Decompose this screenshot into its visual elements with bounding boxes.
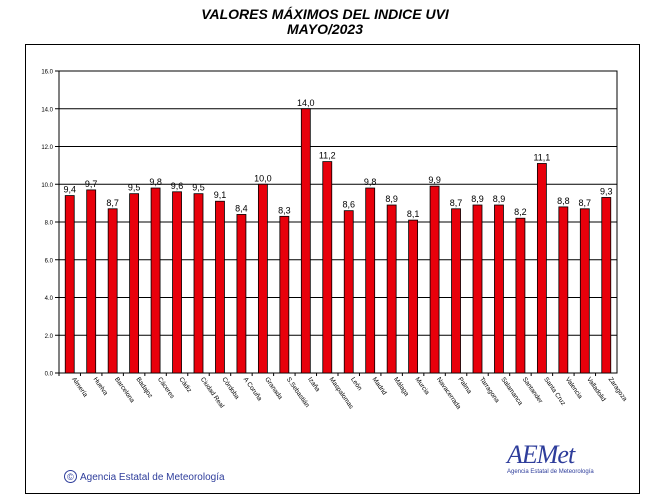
aemet-logo: AEMet Agencia Estatal de Meteorología [505,440,594,480]
y-tick-label: 16.0 [41,70,53,76]
bar [107,208,118,374]
bar [408,219,419,374]
data-label: 8,7 [106,198,119,208]
copyright-icon: © [64,470,77,483]
bar [515,217,526,374]
data-label: 9,1 [214,190,227,200]
bar [172,191,182,374]
bar [193,193,204,374]
bar [129,193,140,374]
bar [494,204,504,374]
data-label: 9,7 [85,179,98,189]
x-tick-label: Palma [456,376,473,395]
bar [86,189,97,374]
aemet-logo-subtitle: Agencia Estatal de Meteorología [507,469,594,475]
data-label: 9,5 [128,183,141,193]
bar [279,215,290,374]
data-label: 9,8 [149,177,162,187]
y-tick-label: 4.0 [45,296,54,302]
chart-title-block: VALORES MÁXIMOS DEL INDICE UVI MAYO/2023 [0,7,650,37]
x-tick-label: Salamanca [499,376,524,407]
x-tick-label: Málaga [392,376,410,398]
data-label: 9,6 [171,181,184,191]
bar [64,195,75,374]
bar [579,208,590,374]
x-tick-label: Valladolid [585,376,607,403]
aemet-logo-text: AEMet [507,440,575,469]
bar [343,210,354,374]
x-tick-label: Cáceres [156,376,176,400]
bar [536,163,547,374]
data-label: 11,2 [319,151,336,161]
bar [322,161,333,374]
bar [236,214,247,374]
x-tick-label: Zaragoza [607,376,629,403]
x-tick-label: Santander [521,376,544,405]
data-label: 8,9 [385,194,398,204]
x-tick-label: Tarragona [478,376,501,404]
x-tick-label: Córdoba [220,376,240,401]
data-label: 8,3 [278,205,291,215]
y-tick-label: 0.0 [45,372,54,378]
x-tick-label: Madrid [371,376,388,397]
chart-frame [25,44,640,494]
data-label: 8,8 [557,196,570,206]
bar [365,187,376,374]
data-label: 10,0 [254,173,272,183]
x-tick-label: Valencia [564,376,584,400]
x-tick-label: Badajoz [134,376,153,399]
data-label: 8,9 [493,194,506,204]
data-label: 14,0 [297,98,315,108]
x-tick-label: Cádiz [177,376,192,394]
chart-title: VALORES MÁXIMOS DEL INDICE UVI [201,6,449,22]
y-tick-label: 14.0 [41,107,53,113]
data-label: 8,7 [579,198,592,208]
x-tick-label: Almería [70,376,89,399]
data-label: 8,2 [514,207,527,217]
chart-subtitle: MAYO/2023 [287,21,363,37]
data-label: 11,1 [533,152,550,162]
bar [429,185,440,374]
x-tick-label: Santa Cruz [542,376,566,407]
y-tick-label: 8.0 [45,221,54,227]
x-tick-label: Granada [263,376,283,401]
bar [215,200,225,374]
bar [257,183,268,374]
data-label: 9,8 [364,177,377,187]
y-tick-label: 12.0 [41,145,53,151]
bar [300,108,311,374]
data-label: 8,7 [450,198,463,208]
data-label: 8,6 [342,200,355,210]
x-tick-label: Murcia [413,376,430,396]
bar [472,204,483,374]
y-tick-label: 10.0 [41,183,53,189]
bar [451,208,461,374]
data-label: 9,9 [428,175,441,185]
x-tick-label: León [349,376,363,392]
bar [150,187,161,374]
x-tick-label: Barcelona [113,376,136,404]
x-tick-label: A Coruña [242,376,263,403]
data-label: 9,3 [600,186,613,196]
data-label: 8,1 [407,209,420,219]
bar [601,197,612,374]
y-tick-label: 6.0 [45,258,54,264]
bar [558,206,569,374]
footer-organization: Agencia Estatal de Meteorología [80,472,225,483]
data-label: 9,4 [63,185,76,195]
bar [386,204,397,374]
data-label: 9,5 [192,183,205,193]
x-tick-label: Izaña [306,376,321,393]
data-label: 8,4 [235,203,248,213]
y-tick-label: 2.0 [45,334,54,340]
data-label: 8,9 [471,194,484,204]
x-tick-label: Huelva [92,376,110,397]
